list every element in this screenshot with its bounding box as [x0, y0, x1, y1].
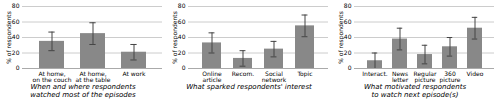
- svg-text:0: 0: [16, 64, 20, 71]
- svg-text:Socialnetwork: Socialnetwork: [262, 70, 287, 83]
- svg-text:80: 80: [344, 2, 352, 9]
- svg-text:40: 40: [12, 33, 20, 40]
- svg-text:At work: At work: [123, 70, 146, 77]
- html-text:What sparked respondents' inte: What sparked respondents' interest: [186, 83, 312, 91]
- svg-text:Newsletter: Newsletter: [392, 70, 409, 83]
- svg-text:40: 40: [344, 33, 352, 40]
- svg-text:% of respondents: % of respondents: [171, 11, 179, 64]
- svg-text:0: 0: [348, 64, 352, 71]
- svg-text:20: 20: [344, 49, 352, 56]
- svg-text:60: 60: [12, 18, 20, 25]
- svg-text:At home,at the table: At home,at the table: [76, 70, 111, 83]
- svg-text:Interact.: Interact.: [362, 70, 387, 77]
- svg-text:20: 20: [178, 49, 186, 56]
- html-text:When and where respondents wat: When and where respondents watched most …: [30, 83, 136, 99]
- svg-text:Recom.: Recom.: [232, 70, 254, 77]
- svg-text:Onlinearticle: Onlinearticle: [202, 70, 222, 83]
- html-text:What motivated respondents to: What motivated respondents to watch next…: [363, 83, 467, 99]
- svg-text:40: 40: [178, 33, 186, 40]
- svg-text:360picture: 360picture: [440, 70, 461, 84]
- svg-text:80: 80: [12, 2, 20, 9]
- svg-text:Topic: Topic: [296, 70, 312, 78]
- svg-text:0: 0: [182, 64, 186, 71]
- svg-text:20: 20: [12, 49, 20, 56]
- svg-text:At home,on the couch: At home,on the couch: [32, 70, 71, 83]
- svg-text:Regularpicture: Regularpicture: [413, 70, 437, 84]
- svg-text:% of respondents: % of respondents: [5, 11, 13, 64]
- svg-text:% of respondents: % of respondents: [337, 11, 345, 64]
- svg-text:60: 60: [344, 18, 352, 25]
- svg-text:60: 60: [178, 18, 186, 25]
- svg-text:80: 80: [178, 2, 186, 9]
- svg-text:Video: Video: [467, 70, 484, 77]
